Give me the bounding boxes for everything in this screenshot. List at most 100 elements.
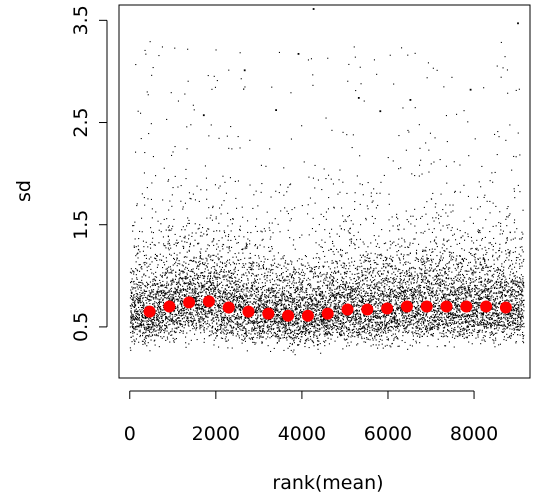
scatter-point [171,282,173,284]
scatter-point [215,300,217,302]
scatter-point [303,309,305,311]
scatter-point [152,278,154,280]
scatter-point [271,336,273,338]
scatter-point [152,283,154,285]
scatter-point [168,179,170,181]
scatter-point [299,311,301,313]
scatter-point [270,250,272,252]
scatter-point [329,281,331,283]
scatter-point [321,295,323,297]
scatter-point [307,283,309,285]
scatter-point [257,304,259,306]
scatter-point [232,300,234,302]
scatter-point [181,277,183,279]
scatter-point [203,305,205,307]
scatter-point [190,292,192,294]
scatter-point [199,326,201,328]
scatter-point [300,263,302,265]
scatter-point [139,298,141,300]
scatter-point [264,306,266,308]
scatter-point [201,313,203,315]
scatter-point [237,305,239,307]
scatter-point [331,319,333,321]
scatter-point [295,337,297,339]
scatter-point [279,317,281,319]
scatter-point [301,281,303,283]
scatter-point [336,287,338,289]
scatter-point [177,263,179,265]
scatter-point [311,319,313,321]
scatter-point [292,334,294,336]
scatter-point [308,264,310,266]
scatter-point [248,271,250,273]
scatter-point [203,318,205,320]
scatter-point [340,297,342,299]
scatter-point [300,290,302,292]
scatter-point [213,285,215,287]
scatter-point [236,280,238,282]
scatter-point [176,282,178,284]
scatter-point [256,320,258,322]
scatter-point [323,273,325,275]
scatter-point [245,323,247,325]
scatter-point [246,331,248,333]
scatter-point [340,286,342,288]
scatter-point [243,326,245,328]
scatter-point [151,272,153,274]
scatter-point [236,207,238,209]
scatter-point [309,197,311,199]
scatter-point [138,341,140,343]
scatter-point [231,287,233,289]
scatter-point [157,301,159,303]
scatter-point [336,305,338,307]
scatter-point [283,279,285,281]
scatter-point [215,270,217,272]
scatter-point [186,277,188,279]
scatter-point [293,298,295,300]
scatter-point [186,312,188,314]
scatter-point [197,228,199,230]
scatter-point [277,330,279,332]
scatter-point [300,299,302,301]
scatter-point [263,246,265,248]
scatter-point [177,290,179,292]
scatter-point [251,263,253,265]
scatter-point [156,290,158,292]
scatter-point [151,217,153,219]
scatter-point [340,335,342,337]
scatter-point [258,308,260,310]
scatter-point [131,314,133,316]
scatter-point [284,333,286,335]
scatter-point [242,273,244,275]
scatter-point [293,284,295,286]
scatter-point [312,288,314,290]
scatter-point [317,304,319,306]
scatter-point [206,258,208,260]
scatter-point [176,314,178,316]
scatter-point [202,325,204,327]
scatter-point [218,324,220,326]
scatter-point [290,349,292,351]
scatter-point [158,299,160,301]
scatter-point [185,266,187,268]
scatter-point [312,299,314,301]
scatter-point [251,322,253,324]
scatter-point [279,299,281,301]
scatter-point [135,246,137,248]
scatter-point [231,321,233,323]
scatter-point [175,298,177,300]
scatter-point [163,314,165,316]
scatter-point [335,297,337,299]
scatter-point [231,327,233,329]
scatter-point [136,318,138,320]
scatter-point [185,275,187,277]
scatter-point [155,211,157,213]
scatter-point [335,308,337,310]
scatter-point [279,330,281,332]
scatter-point [161,275,163,277]
scatter-point [215,311,217,313]
scatter-point [147,284,149,286]
scatter-point [288,322,290,324]
scatter-point [172,264,174,266]
scatter-point [290,92,292,94]
